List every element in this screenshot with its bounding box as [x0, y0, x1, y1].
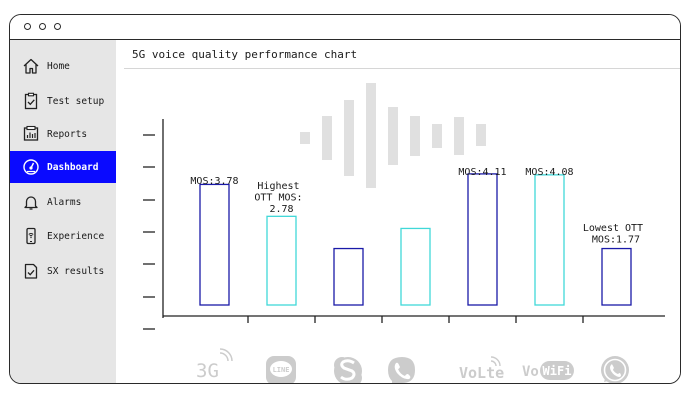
title-divider — [124, 68, 680, 69]
sidebar-item-label: Alarms — [47, 196, 82, 208]
data-label-whatsapp: Lowest OTT MOS:1.77 — [583, 223, 649, 246]
window-dot-3-icon[interactable] — [54, 23, 61, 30]
viber-logo-icon — [388, 357, 415, 383]
sidebar: Home Test setup Reports Dashboard Alarms — [10, 40, 116, 383]
3g-logo-text: 3G — [196, 360, 219, 382]
bar-line — [266, 215, 297, 306]
page-title: 5G voice quality performance chart — [132, 48, 358, 61]
data-label-3g-line: MOS:3.78 — [190, 176, 238, 187]
window-dot-1-icon[interactable] — [24, 23, 31, 30]
report-icon — [22, 125, 40, 143]
main-content: 5G voice quality performance chart — [116, 40, 680, 383]
bar-skype — [333, 247, 364, 306]
phone-wifi-icon — [22, 227, 40, 245]
whatsapp-logo-icon — [601, 356, 629, 383]
sidebar-item-experience[interactable]: Experience — [10, 220, 116, 252]
data-label-line-l2: OTT MOS: — [254, 193, 302, 204]
line-logo-text: LINE — [273, 366, 290, 374]
bar-viber — [400, 227, 431, 306]
bar-vowifi — [534, 174, 565, 306]
bell-icon — [22, 193, 40, 211]
vowifi-logo-text-vo: Vo — [522, 364, 539, 380]
data-label-line-l3: 2.78 — [269, 204, 293, 215]
sidebar-item-label: SX results — [47, 265, 105, 277]
3G-icon: 3G — [196, 348, 233, 382]
data-label-volte: MOS:4.11 — [458, 167, 506, 178]
volte-logo-icon: VoLte — [459, 356, 504, 382]
gauge-icon — [22, 158, 40, 176]
x-ticks — [247, 316, 584, 323]
sidebar-item-label: Test setup — [47, 95, 105, 107]
soundwave-decoration-icon — [300, 83, 486, 188]
sidebar-item-sx-results[interactable]: SX results — [10, 255, 116, 287]
data-label-whatsapp-l2: MOS:1.77 — [592, 235, 640, 246]
data-label-line: Highest OTT MOS: 2.78 — [254, 181, 308, 215]
sidebar-item-reports[interactable]: Reports — [10, 118, 116, 150]
sidebar-item-label: Home — [47, 60, 70, 72]
vowifi-logo-icon: Vo WiFi — [522, 361, 574, 380]
line-logo-icon: LINE — [266, 356, 296, 383]
checklist-icon — [22, 92, 40, 110]
sidebar-item-label: Dashboard — [47, 161, 99, 173]
sidebar-item-alarms[interactable]: Alarms — [10, 186, 116, 218]
window-dot-2-icon[interactable] — [39, 23, 46, 30]
data-label-whatsapp-l1: Lowest OTT — [583, 223, 643, 234]
home-icon — [22, 57, 40, 75]
sidebar-item-label: Experience — [47, 230, 105, 242]
volte-logo-text: VoLte — [459, 364, 504, 382]
data-label-volte-line: MOS:4.11 — [458, 167, 506, 178]
data-labels: MOS:3.78 Highest OTT MOS: 2.78 MOS:4.11 … — [190, 167, 649, 246]
bar-whatsapp — [601, 247, 632, 306]
sidebar-item-label: Reports — [47, 128, 88, 140]
data-label-line-l1: Highest — [257, 181, 299, 192]
results-check-icon — [22, 262, 40, 280]
app-window: Home Test setup Reports Dashboard Alarms — [9, 14, 681, 384]
sidebar-item-dashboard[interactable]: Dashboard — [10, 151, 116, 183]
sidebar-item-test-setup[interactable]: Test setup — [10, 85, 116, 117]
data-label-3g: MOS:3.78 — [190, 176, 238, 187]
bars — [199, 173, 632, 306]
data-label-vowifi-line: MOS:4.08 — [525, 167, 573, 178]
bar-3g — [199, 183, 230, 306]
data-label-vowifi: MOS:4.08 — [525, 167, 573, 178]
y-ticks — [143, 134, 155, 330]
category-logos: 3G LINE — [196, 348, 629, 383]
sidebar-item-home[interactable]: Home — [10, 50, 116, 82]
bar-volte — [467, 173, 498, 306]
mos-bar-chart: MOS:3.78 Highest OTT MOS: 2.78 MOS:4.11 … — [143, 83, 665, 383]
vowifi-logo-text-wifi: WiFi — [543, 364, 572, 378]
title-bar — [10, 15, 680, 40]
skype-logo-icon — [334, 357, 362, 383]
